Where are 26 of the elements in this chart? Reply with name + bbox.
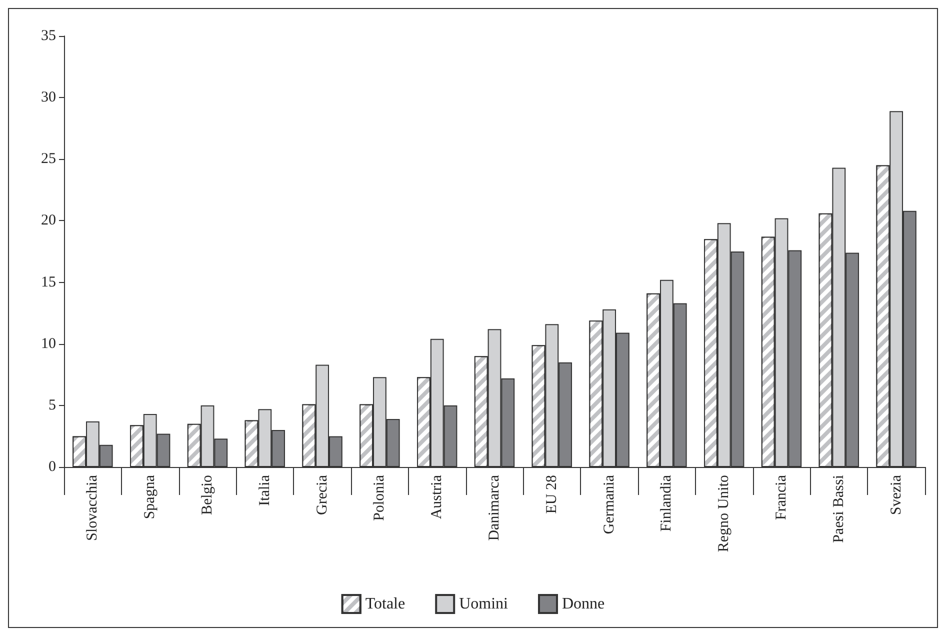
y-tick-label: 25: [41, 151, 56, 168]
legend-label: Donne: [562, 596, 605, 612]
x-tick-label: Italia: [256, 474, 273, 506]
legend-label: Uomini: [459, 596, 509, 612]
x-tick-label: Svezia: [888, 474, 904, 515]
y-tick-label: 35: [41, 28, 56, 44]
x-tick-label: Danimarca: [486, 474, 502, 541]
legend-label: Totale: [365, 596, 406, 612]
x-tick-label: EU 28: [544, 475, 560, 514]
x-tick-label: Finlandia: [658, 474, 675, 532]
x-tick-label: Polonia: [372, 474, 388, 521]
y-tick-label: 5: [48, 397, 56, 414]
x-tick-label: Spagna: [142, 474, 158, 520]
y-tick-label: 10: [41, 336, 56, 352]
x-tick-label: Grecia: [314, 474, 330, 515]
x-tick-label: Francia: [774, 474, 790, 520]
x-tick-label: Austria: [429, 474, 446, 520]
x-tick-label: Belgio: [200, 475, 216, 515]
y-tick-label: 15: [41, 274, 56, 290]
y-tick-label: 0: [48, 459, 56, 475]
x-tick-label: Regno Unito: [716, 475, 732, 552]
x-tick-label: Paesi Bassi: [830, 475, 847, 543]
x-tick-label: Slovacchia: [84, 474, 101, 541]
y-tick-label: 30: [41, 90, 56, 106]
y-tick-label: 20: [41, 212, 56, 229]
x-tick-label: Germania: [601, 474, 618, 534]
